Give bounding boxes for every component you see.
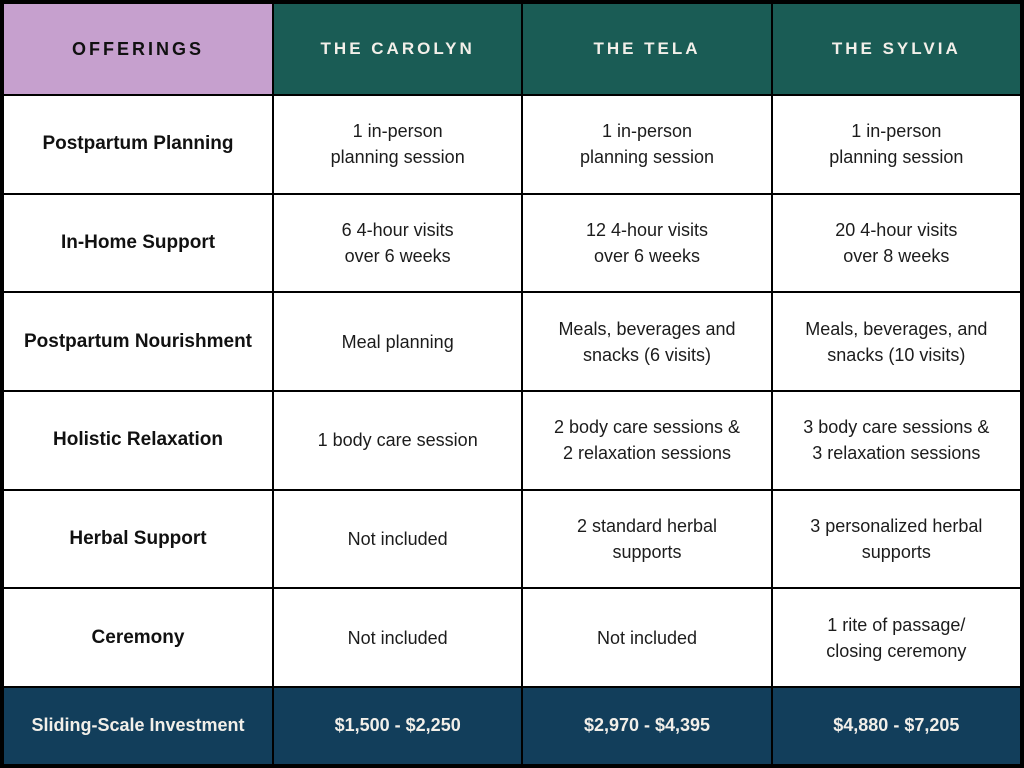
cell-herbal-support-carolyn: Not included bbox=[274, 490, 522, 588]
cell-postpartum-planning-sylvia: 1 in-person planning session bbox=[772, 96, 1020, 193]
cell-postpartum-planning-tela: 1 in-person planning session bbox=[523, 96, 771, 193]
row-label-postpartum-planning: Postpartum Planning bbox=[4, 96, 272, 193]
cell-postpartum-nourishment-sylvia: Meals, beverages, and snacks (10 visits) bbox=[772, 293, 1020, 390]
plan-header-carolyn: THE CAROLYN bbox=[274, 4, 522, 94]
cell-postpartum-nourishment-carolyn: Meal planning bbox=[274, 293, 522, 390]
cell-ceremony-tela: Not included bbox=[523, 589, 771, 686]
row-label-holistic-relaxation: Holistic Relaxation bbox=[4, 391, 272, 489]
cell-holistic-relaxation-sylvia: 3 body care sessions & 3 relaxation sess… bbox=[772, 391, 1020, 489]
cell-ceremony-sylvia: 1 rite of passage/ closing ceremony bbox=[772, 589, 1020, 686]
cell-herbal-support-tela: 2 standard herbal supports bbox=[523, 490, 771, 588]
cell-ceremony-carolyn: Not included bbox=[274, 589, 522, 686]
row-label-sliding-scale-investment: Sliding-Scale Investment bbox=[4, 687, 272, 764]
cell-postpartum-nourishment-tela: Meals, beverages and snacks (6 visits) bbox=[523, 293, 771, 390]
row-label-herbal-support: Herbal Support bbox=[4, 490, 272, 588]
row-label-postpartum-nourishment: Postpartum Nourishment bbox=[4, 293, 272, 390]
price-cell-sylvia: $4,880 - $7,205 bbox=[772, 687, 1020, 764]
price-cell-carolyn: $1,500 - $2,250 bbox=[274, 687, 522, 764]
price-cell-tela: $2,970 - $4,395 bbox=[523, 687, 771, 764]
cell-postpartum-planning-carolyn: 1 in-person planning session bbox=[274, 96, 522, 193]
row-label-in-home-support: In-Home Support bbox=[4, 194, 272, 292]
cell-holistic-relaxation-carolyn: 1 body care session bbox=[274, 391, 522, 489]
plan-header-tela: THE TELA bbox=[523, 4, 771, 94]
row-label-ceremony: Ceremony bbox=[4, 589, 272, 686]
offerings-header-cell: OFFERINGS bbox=[4, 4, 272, 94]
cell-in-home-support-sylvia: 20 4-hour visits over 8 weeks bbox=[772, 194, 1020, 292]
cell-in-home-support-tela: 12 4-hour visits over 6 weeks bbox=[523, 194, 771, 292]
plan-header-sylvia: THE SYLVIA bbox=[772, 4, 1020, 94]
cell-herbal-support-sylvia: 3 personalized herbal supports bbox=[772, 490, 1020, 588]
cell-in-home-support-carolyn: 6 4-hour visits over 6 weeks bbox=[274, 194, 522, 292]
cell-holistic-relaxation-tela: 2 body care sessions & 2 relaxation sess… bbox=[523, 391, 771, 489]
